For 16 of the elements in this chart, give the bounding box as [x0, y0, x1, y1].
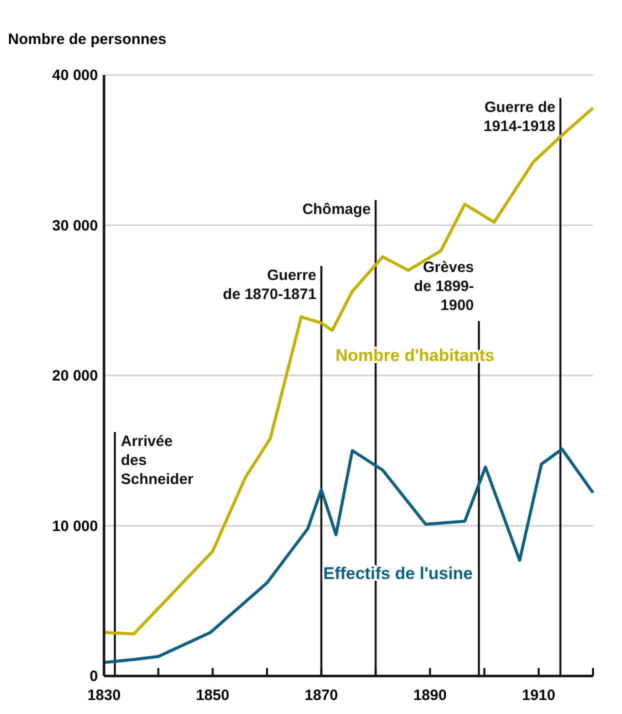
- ref-line-label: Arrivée des Schneider: [120, 433, 194, 488]
- x-tick-label: 1870: [304, 687, 338, 704]
- x-tick-label: 1830: [87, 687, 121, 704]
- y-tick-label: 0: [90, 668, 98, 685]
- x-tick-label: 1910: [522, 687, 556, 704]
- y-tick-label: 20 000: [52, 368, 98, 384]
- y-axis-title: Nombre de personnes: [8, 31, 166, 48]
- y-tick-label: 40 000: [52, 67, 98, 84]
- x-tick-label: 1890: [413, 687, 447, 704]
- y-tick-label: 10 000: [52, 518, 98, 535]
- ref-line-label: Grèves de 1899- 1900: [414, 259, 474, 314]
- ref-line-label: Chômage: [302, 201, 371, 218]
- x-tick-label: 1850: [196, 687, 230, 704]
- y-tick-label: 30 000: [52, 217, 98, 234]
- ref-line-label: Guerre de 1870-1871: [222, 267, 316, 303]
- ref-line-label: Guerre de 1914-1918: [484, 99, 556, 135]
